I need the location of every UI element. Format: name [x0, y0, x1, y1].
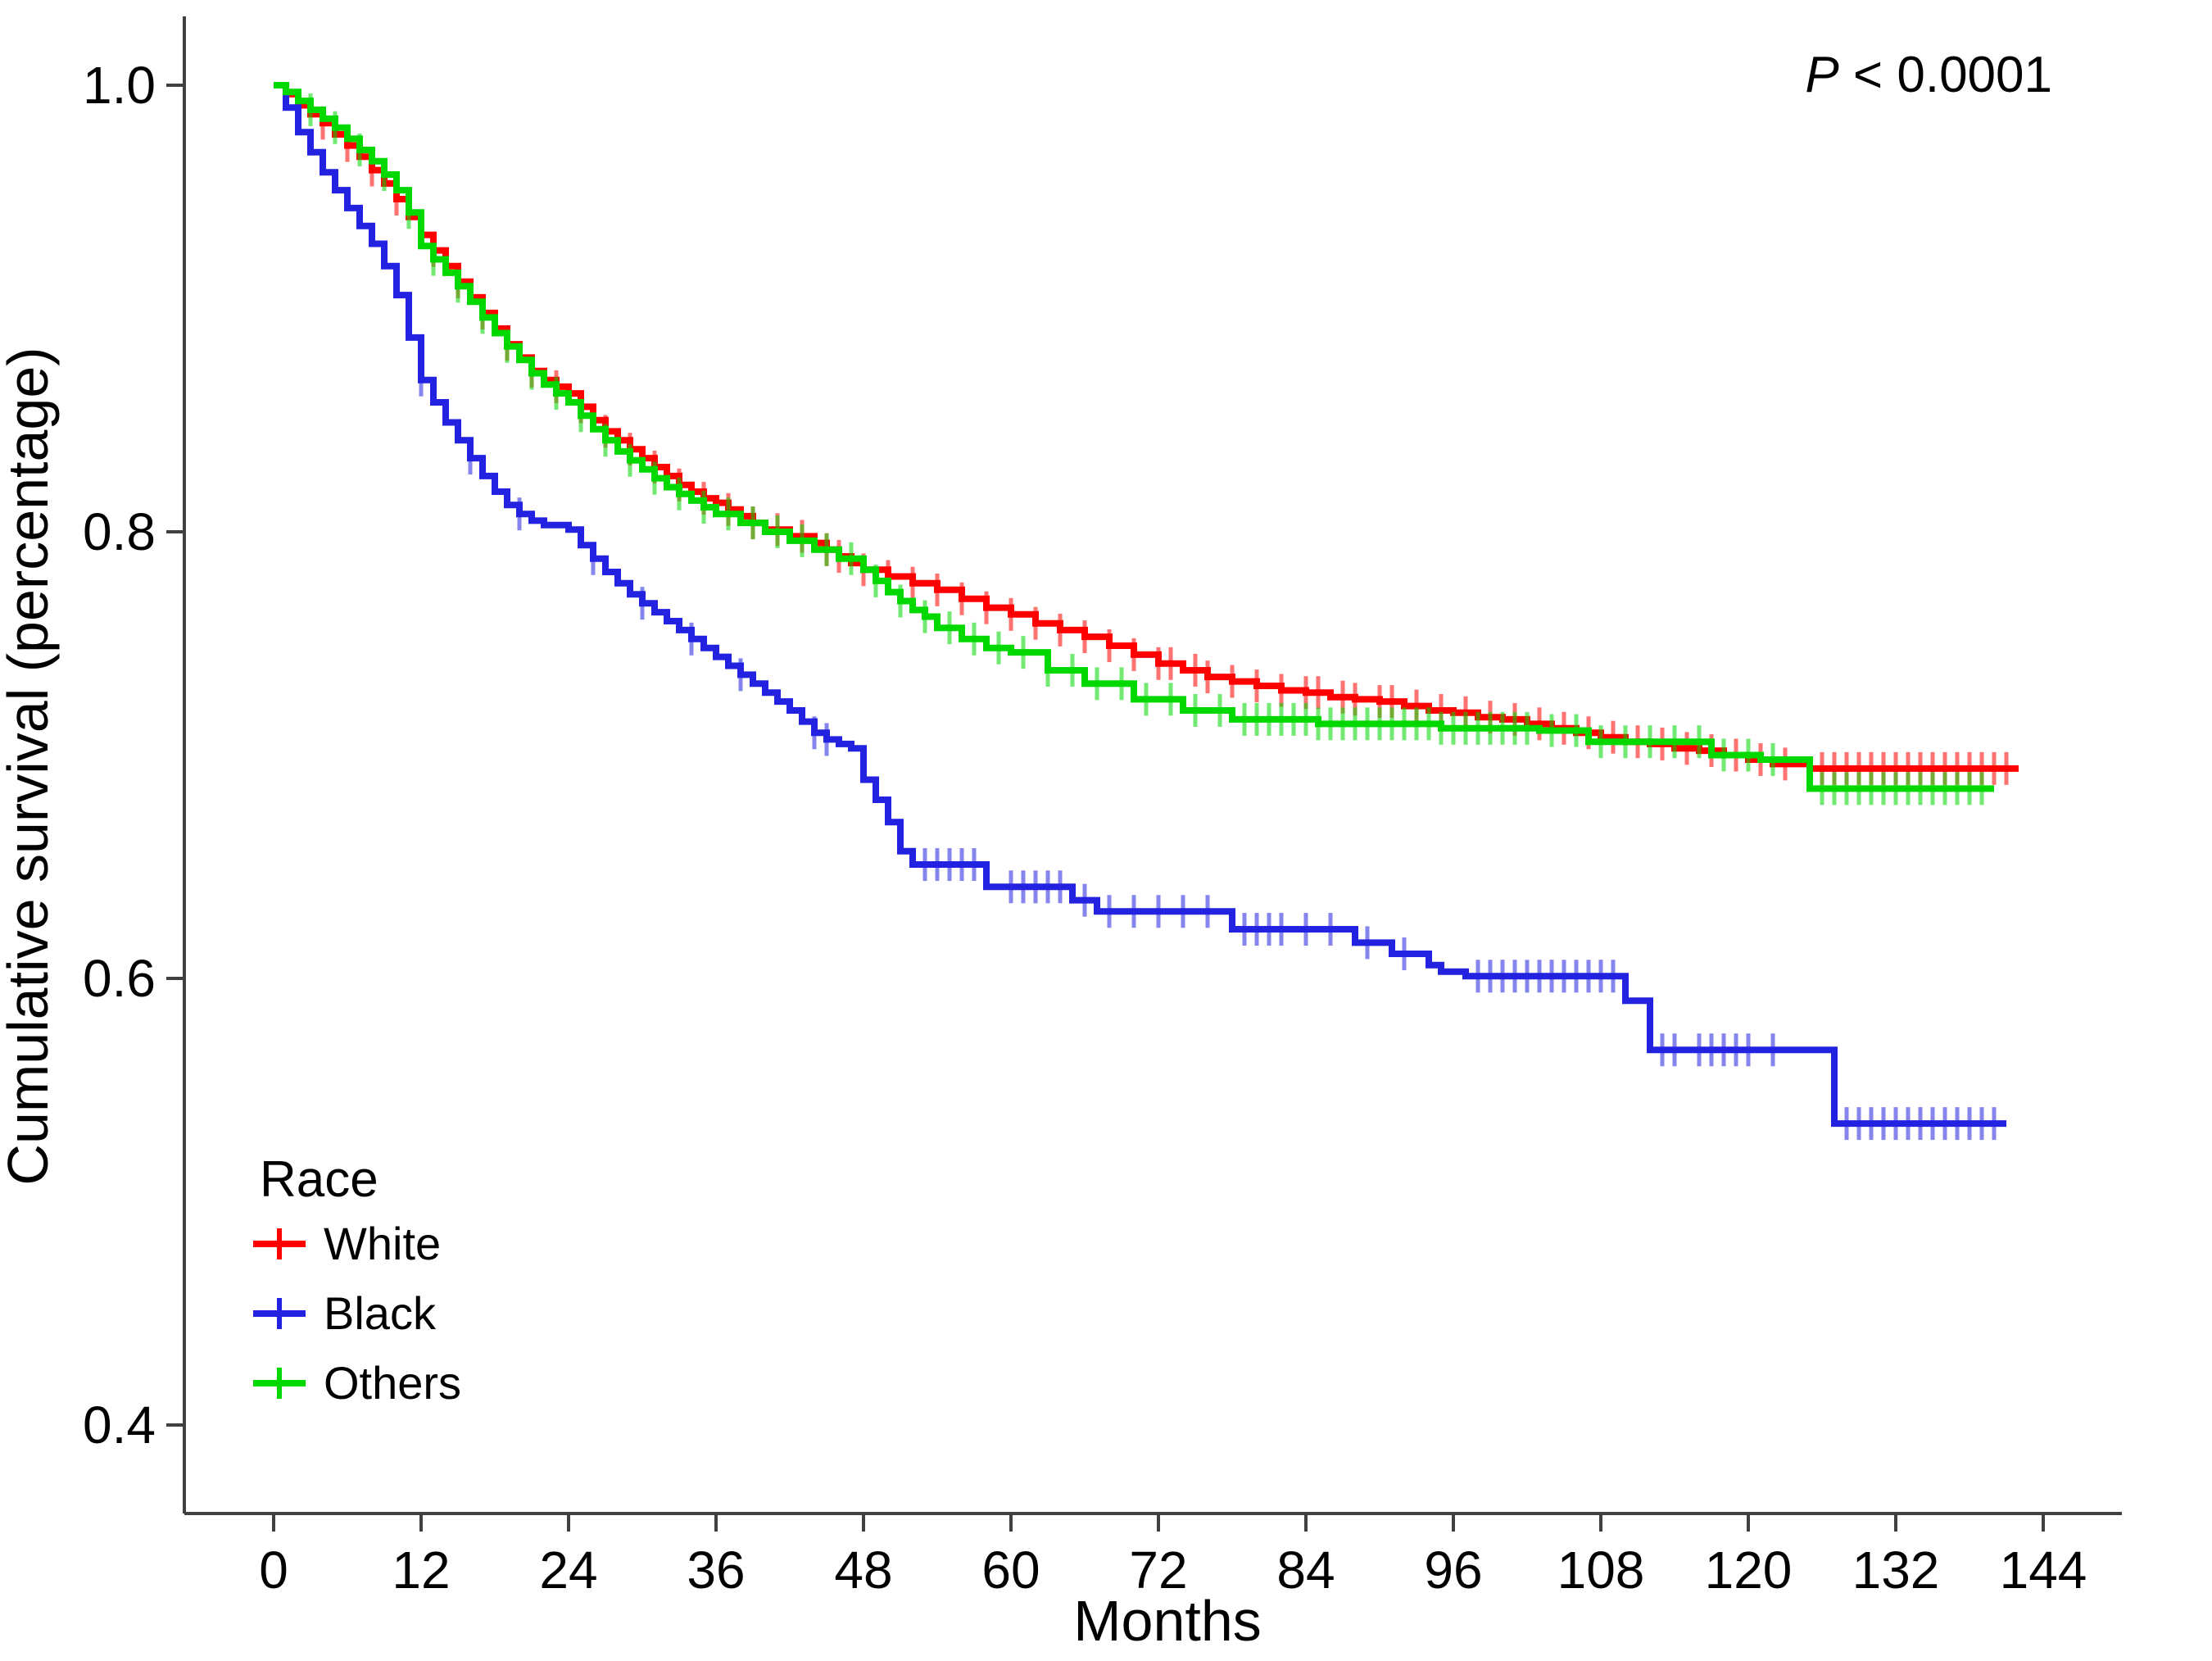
x-tick-label: 24: [539, 1541, 597, 1600]
y-tick-label: 1.0: [83, 56, 156, 115]
x-tick-label: 36: [687, 1541, 745, 1600]
legend: Race White Black Others: [253, 1151, 461, 1409]
legend-item-label: White: [324, 1218, 441, 1269]
x-tick-label: 60: [981, 1541, 1040, 1600]
series-others-curve: [274, 82, 1994, 792]
y-tick-label: 0.4: [83, 1396, 156, 1455]
legend-item-black: Black: [253, 1287, 437, 1339]
x-tick-label: 120: [1705, 1541, 1793, 1600]
x-tick-label: 48: [834, 1541, 892, 1600]
x-tick-label: 12: [392, 1541, 450, 1600]
legend-title: Race: [260, 1151, 378, 1208]
x-tick-label: 84: [1276, 1541, 1335, 1600]
x-tick-label: 96: [1424, 1541, 1482, 1600]
legend-item-others: Others: [253, 1357, 461, 1409]
series-white-censor-ticks: [296, 88, 2009, 785]
legend-item-label: Others: [324, 1357, 461, 1409]
series-others-censor-ticks: [308, 93, 1984, 806]
series-black-censor-ticks: [419, 363, 1997, 1141]
y-axis-title: Cumulative survival (percentage): [0, 347, 60, 1185]
y-tick-label: 0.8: [83, 502, 156, 561]
legend-item-label: Black: [324, 1287, 437, 1339]
series-black-curve: [274, 82, 2006, 1128]
x-tick-label: 0: [259, 1541, 288, 1600]
p-value-symbol: P: [1805, 47, 1838, 103]
x-tick-label: 132: [1852, 1541, 1940, 1600]
y-tick-label: 0.6: [83, 949, 156, 1008]
axes: 1.0 0.8 0.6 0.4 0 12 24 36 48 60 72 84 96 108 120 132 14…: [83, 16, 2122, 1600]
x-axis-title: Months: [1073, 1589, 1262, 1653]
x-tick-label: 72: [1129, 1541, 1187, 1600]
x-tick-label: 144: [2000, 1541, 2087, 1600]
p-value: P < 0.0001: [1805, 47, 2052, 103]
legend-item-white: White: [253, 1218, 441, 1269]
x-tick-label: 108: [1557, 1541, 1645, 1600]
survival-curves: [274, 82, 2019, 1141]
p-value-number: < 0.0001: [1839, 47, 2052, 103]
series-white-curve: [274, 82, 2019, 772]
